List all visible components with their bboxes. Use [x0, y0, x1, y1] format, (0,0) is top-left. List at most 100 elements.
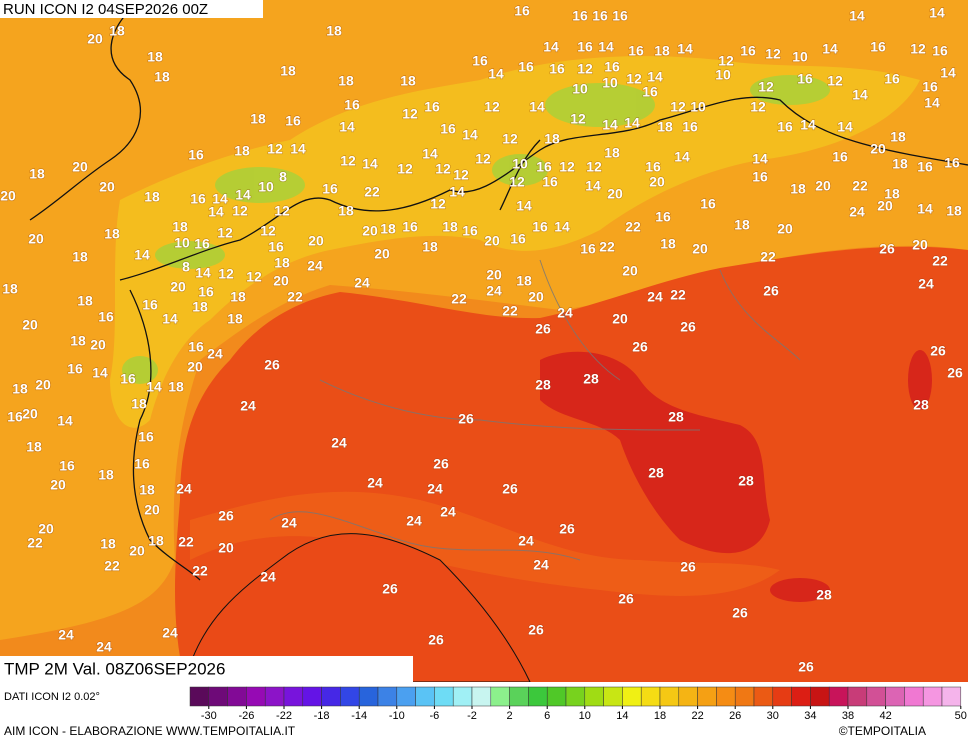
temperature-label: 12 — [217, 225, 233, 241]
temperature-label: 14 — [195, 265, 211, 281]
temperature-label: 16 — [67, 361, 83, 377]
temperature-label: 18 — [734, 217, 750, 233]
tick-label: -18 — [314, 710, 330, 722]
color-cell — [847, 686, 868, 707]
temperature-label: 18 — [338, 73, 354, 89]
temperature-label: 18 — [144, 189, 160, 205]
tick-label: 6 — [544, 710, 550, 722]
color-cell — [772, 686, 792, 707]
temperature-label: 16 — [612, 8, 628, 24]
temperature-label: 16 — [580, 241, 596, 257]
temperature-label: 28 — [648, 465, 664, 481]
temperature-label: 14 — [212, 191, 228, 207]
color-cell — [528, 686, 548, 707]
temperature-label: 26 — [763, 283, 779, 299]
tick-label: 26 — [729, 710, 741, 722]
temperature-label: 20 — [877, 198, 893, 214]
temperature-label: 12 — [758, 79, 774, 95]
temperature-label: 14 — [449, 184, 465, 200]
temperature-label: 24 — [281, 515, 297, 531]
temperature-label: 18 — [147, 49, 163, 65]
temperature-label: 16 — [944, 155, 960, 171]
temperature-label: 12 — [509, 174, 525, 190]
temperature-label: 22 — [760, 249, 776, 265]
temperature-label: 20 — [72, 159, 88, 175]
temperature-label: 24 — [176, 481, 192, 497]
temperature-label: 16 — [740, 43, 756, 59]
temperature-label: 22 — [27, 535, 43, 551]
temperature-label: 20 — [99, 179, 115, 195]
temperature-label: 14 — [837, 119, 853, 135]
temperature-label: 14 — [422, 146, 438, 162]
temperature-label: 18 — [192, 299, 208, 315]
apennine-zone — [190, 491, 780, 596]
color-cell — [321, 686, 341, 707]
temperature-label: 26 — [535, 321, 551, 337]
temperature-label: 26 — [528, 622, 544, 638]
temperature-label: 28 — [535, 377, 551, 393]
temperature-label: 12 — [718, 53, 734, 69]
temperature-label: 12 — [430, 196, 446, 212]
temperature-label: 16 — [322, 181, 338, 197]
temperature-label: 24 — [96, 639, 112, 655]
temperature-label: 20 — [815, 178, 831, 194]
temperature-label: 10 — [690, 99, 706, 115]
temperature-label: 26 — [382, 581, 398, 597]
temperature-label: 16 — [645, 159, 661, 175]
temperature-label: 20 — [170, 279, 186, 295]
temperature-label: 14 — [462, 127, 478, 143]
temperature-label: 16 — [142, 297, 158, 313]
color-cell — [227, 686, 247, 707]
temperature-label: 18 — [654, 43, 670, 59]
color-cell — [828, 686, 849, 707]
temperature-label: 22 — [502, 303, 518, 319]
coastline — [184, 533, 531, 683]
temperature-label: 18 — [280, 63, 296, 79]
temperature-label: 16 — [510, 231, 526, 247]
temperature-label: 18 — [29, 166, 45, 182]
temperature-label: 18 — [250, 111, 266, 127]
temperature-label: 18 — [154, 69, 170, 85]
color-cell — [603, 686, 623, 707]
tick-label: 38 — [842, 710, 854, 722]
temperature-label: 18 — [139, 482, 155, 498]
color-cell — [283, 686, 304, 707]
color-bar: -30 -26 -22 -18 -14 -10 -6 -2 2 6 10 14 18 22 26 30 34 38… — [189, 686, 967, 722]
temperature-label: 14 — [488, 66, 504, 82]
temperature-label: 20 — [144, 502, 160, 518]
color-cell — [264, 686, 285, 707]
temperature-label: 16 — [870, 39, 886, 55]
temperature-label: 24 — [331, 435, 347, 451]
temperature-label: 16 — [472, 53, 488, 69]
temperature-label: 18 — [400, 73, 416, 89]
color-cell — [904, 686, 924, 707]
color-cell — [678, 686, 698, 707]
temperature-label: 18 — [168, 379, 184, 395]
temperature-label: 14 — [929, 5, 945, 21]
temperature-label: 16 — [777, 119, 793, 135]
temperature-label: 14 — [674, 149, 690, 165]
temperature-label: 12 — [750, 99, 766, 115]
temperature-label: 20 — [607, 186, 623, 202]
temperature-label: 22 — [932, 253, 948, 269]
temperature-label: 14 — [598, 39, 614, 55]
temperature-label: 16 — [7, 409, 23, 425]
tick-label: 18 — [654, 710, 666, 722]
temperature-label: 12 — [453, 167, 469, 183]
temperature-label: 10 — [572, 81, 588, 97]
temperature-label: 22 — [852, 178, 868, 194]
temperature-label: 20 — [273, 273, 289, 289]
temperature-label: 24 — [918, 276, 934, 292]
tick-label: -2 — [467, 710, 477, 722]
temperature-label: 24 — [354, 275, 370, 291]
color-cell — [885, 686, 905, 707]
data-source: DATI ICON I2 0.02° — [4, 691, 100, 703]
temperature-label: 12 — [626, 71, 642, 87]
temperature-label: 8 — [279, 169, 287, 185]
temperature-label: 26 — [559, 521, 575, 537]
temperature-label: 20 — [218, 540, 234, 556]
temperature-label: 16 — [655, 209, 671, 225]
temperature-label: 14 — [647, 69, 663, 85]
temperature-label: 28 — [816, 587, 832, 603]
title-box — [0, 656, 413, 683]
